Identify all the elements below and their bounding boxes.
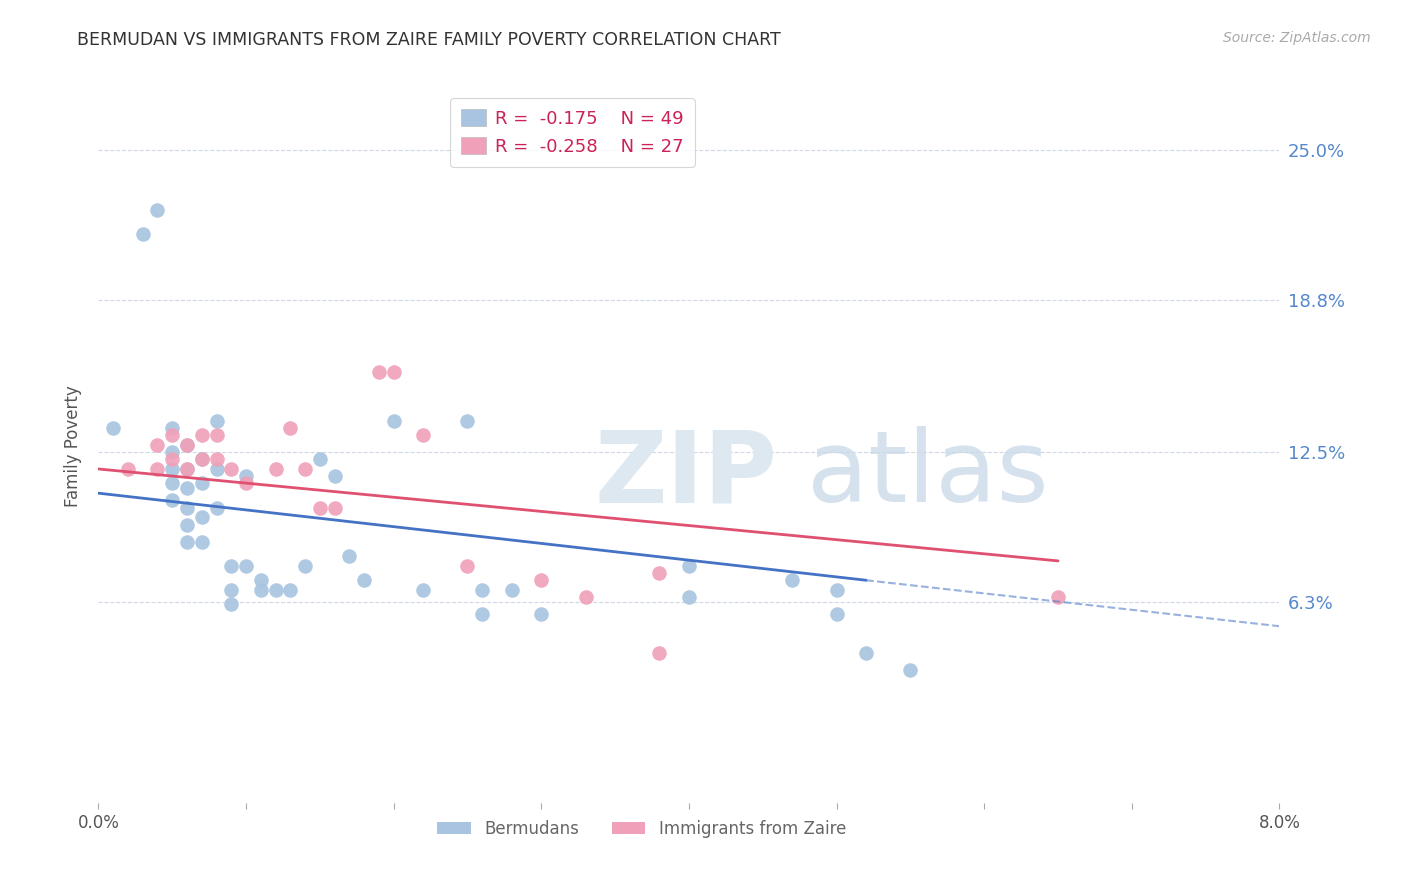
Text: atlas: atlas (807, 426, 1049, 523)
Point (146, 203, 169, 218)
Point (782, 574, 804, 588)
Point (191, 534, 214, 549)
Point (191, 428, 214, 442)
Point (264, 462, 287, 476)
Point (412, 428, 434, 442)
Point (205, 428, 228, 442)
Point (191, 476, 214, 491)
Point (176, 438, 198, 452)
Point (294, 462, 316, 476)
Point (368, 365, 391, 379)
Point (457, 558, 479, 573)
Point (221, 598, 243, 612)
Point (382, 365, 405, 379)
Text: BERMUDAN VS IMMIGRANTS FROM ZAIRE FAMILY POVERTY CORRELATION CHART: BERMUDAN VS IMMIGRANTS FROM ZAIRE FAMILY… (77, 31, 782, 49)
Point (191, 452, 214, 467)
Point (162, 452, 183, 467)
Point (294, 558, 316, 573)
Point (825, 607, 848, 621)
Point (678, 558, 700, 573)
Point (176, 481, 198, 495)
Point (457, 414, 479, 428)
Point (530, 574, 553, 588)
Point (323, 500, 346, 515)
Point (264, 582, 287, 597)
Point (205, 500, 228, 515)
Point (648, 646, 671, 660)
Point (176, 462, 198, 476)
Point (235, 476, 257, 491)
Point (648, 566, 671, 580)
Point (382, 414, 405, 428)
Point (353, 574, 375, 588)
Point (250, 574, 273, 588)
Point (412, 582, 434, 597)
Point (103, 421, 125, 435)
Point (162, 476, 183, 491)
Point (280, 421, 302, 435)
Point (146, 438, 169, 452)
Point (221, 558, 243, 573)
Point (1046, 590, 1070, 604)
Point (678, 590, 700, 604)
Point (191, 452, 214, 467)
Point (235, 469, 257, 483)
Point (132, 227, 155, 242)
Point (280, 582, 302, 597)
Point (162, 428, 183, 442)
Point (530, 607, 553, 621)
Point (176, 462, 198, 476)
Point (146, 462, 169, 476)
Point (176, 517, 198, 532)
Point (855, 646, 877, 660)
Point (205, 462, 228, 476)
Point (162, 421, 183, 435)
Point (825, 582, 848, 597)
Point (162, 493, 183, 508)
Point (501, 582, 523, 597)
Point (339, 549, 361, 563)
Point (205, 414, 228, 428)
Point (309, 500, 332, 515)
Point (117, 462, 139, 476)
Point (471, 607, 494, 621)
Y-axis label: Family Poverty: Family Poverty (65, 385, 83, 507)
Point (250, 582, 273, 597)
Point (162, 462, 183, 476)
Point (309, 452, 332, 467)
Point (575, 590, 598, 604)
Point (235, 558, 257, 573)
Point (221, 462, 243, 476)
Text: ZIP: ZIP (595, 426, 778, 523)
Point (191, 510, 214, 524)
Text: Source: ZipAtlas.com: Source: ZipAtlas.com (1223, 31, 1371, 45)
Point (205, 452, 228, 467)
Point (471, 582, 494, 597)
Point (176, 438, 198, 452)
Point (221, 582, 243, 597)
Point (176, 500, 198, 515)
Point (323, 469, 346, 483)
Point (900, 663, 922, 677)
Point (162, 445, 183, 459)
Point (176, 534, 198, 549)
Legend: Bermudans, Immigrants from Zaire: Bermudans, Immigrants from Zaire (430, 814, 853, 845)
